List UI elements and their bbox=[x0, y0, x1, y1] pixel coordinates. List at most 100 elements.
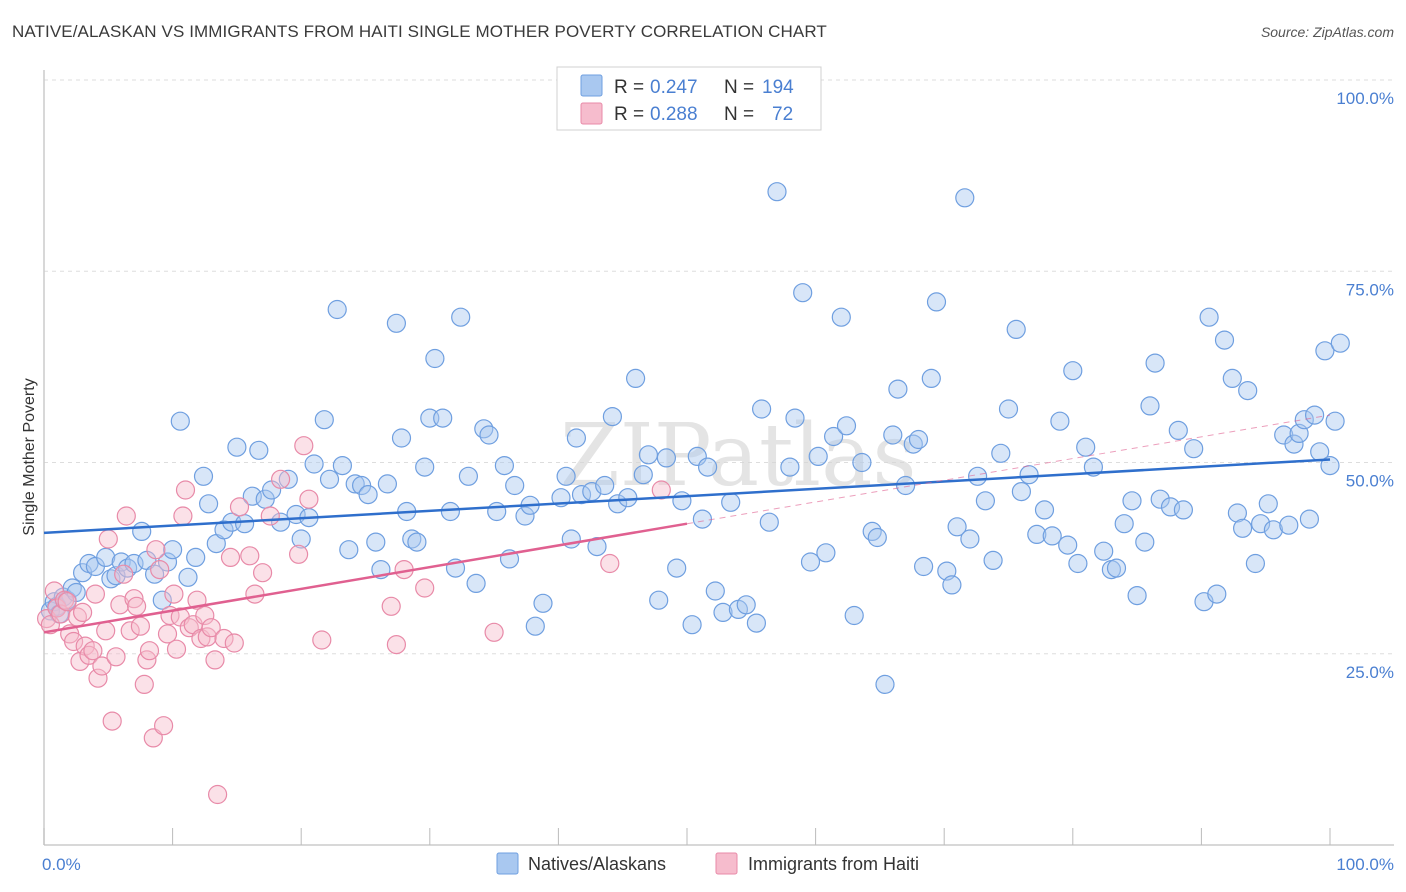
natives-point bbox=[1094, 541, 1114, 561]
natives-point bbox=[913, 556, 934, 577]
haiti-point bbox=[154, 716, 174, 736]
natives-point bbox=[867, 527, 887, 548]
natives-point bbox=[1320, 456, 1340, 476]
legend-n-label: N = bbox=[724, 77, 754, 98]
natives-point bbox=[1027, 524, 1047, 545]
legend-n-value: 194 bbox=[762, 77, 794, 98]
natives-point bbox=[960, 529, 980, 549]
natives-point bbox=[505, 475, 525, 496]
haiti-point bbox=[102, 711, 122, 731]
natives-point bbox=[656, 448, 677, 468]
natives-point bbox=[1315, 341, 1335, 361]
natives-point bbox=[556, 466, 576, 486]
natives-point bbox=[942, 575, 962, 595]
haiti-trend-extension bbox=[686, 414, 1331, 525]
natives-point bbox=[1063, 361, 1083, 381]
natives-point bbox=[1294, 410, 1314, 430]
bottom-legend-label: Immigrants from Haiti bbox=[748, 854, 919, 874]
haiti-point bbox=[205, 650, 225, 670]
x-tick-label: 0.0% bbox=[42, 855, 81, 874]
series-haiti-points bbox=[36, 436, 671, 805]
natives-point bbox=[991, 443, 1011, 463]
natives-point bbox=[1140, 396, 1160, 416]
haiti-point bbox=[63, 631, 84, 652]
natives-point bbox=[713, 602, 733, 623]
natives-point bbox=[391, 428, 412, 448]
natives-point bbox=[975, 491, 996, 511]
haiti-point bbox=[98, 529, 118, 549]
natives-point bbox=[474, 419, 494, 439]
natives-point bbox=[808, 446, 828, 466]
natives-point bbox=[888, 379, 908, 399]
natives-point bbox=[736, 595, 756, 615]
x-axis-tick-labels: 0.0% 100.0% bbox=[42, 855, 1394, 874]
legend-swatch-blue bbox=[580, 74, 603, 97]
haiti-point bbox=[240, 546, 260, 566]
bottom-legend: Natives/Alaskans Immigrants from Haiti bbox=[496, 852, 919, 875]
haiti-point bbox=[173, 506, 193, 526]
legend-r-label: R = bbox=[614, 77, 644, 98]
y-axis-label: Single Mother Poverty bbox=[21, 378, 38, 535]
natives-point bbox=[667, 558, 687, 578]
natives-point bbox=[466, 573, 486, 594]
natives-point bbox=[852, 452, 872, 473]
natives-point bbox=[705, 581, 725, 601]
x-axis-ticks bbox=[43, 828, 1331, 845]
natives-point bbox=[844, 605, 864, 626]
haiti-point bbox=[85, 584, 106, 604]
haiti-point bbox=[208, 784, 228, 805]
haiti-point bbox=[381, 596, 401, 616]
natives-point bbox=[152, 590, 172, 610]
natives-point bbox=[332, 456, 352, 476]
haiti-point bbox=[88, 668, 108, 688]
natives-point bbox=[692, 509, 713, 529]
haiti-point bbox=[92, 656, 112, 676]
natives-point bbox=[314, 410, 334, 430]
natives-point bbox=[235, 514, 255, 534]
natives-point bbox=[1019, 465, 1039, 485]
haiti-point bbox=[130, 616, 150, 636]
natives-point bbox=[785, 408, 805, 428]
natives-point bbox=[479, 425, 499, 445]
natives-point bbox=[998, 399, 1019, 419]
natives-point bbox=[415, 457, 435, 477]
natives-point bbox=[433, 408, 453, 428]
natives-point bbox=[1150, 489, 1170, 509]
natives-point bbox=[193, 466, 214, 486]
natives-point bbox=[170, 411, 190, 431]
haiti-point bbox=[201, 618, 221, 638]
natives-point bbox=[926, 292, 947, 312]
natives-point bbox=[366, 532, 386, 552]
natives-point bbox=[800, 552, 821, 572]
haiti-point bbox=[106, 647, 126, 667]
haiti-point bbox=[214, 628, 234, 649]
natives-point bbox=[515, 506, 535, 526]
natives-point bbox=[96, 547, 116, 568]
natives-point bbox=[618, 488, 638, 508]
natives-point bbox=[377, 474, 397, 494]
natives-point bbox=[214, 520, 234, 540]
natives-point bbox=[921, 368, 941, 388]
haiti-point bbox=[224, 633, 244, 653]
natives-point bbox=[487, 501, 507, 522]
natives-point bbox=[816, 543, 836, 563]
natives-point bbox=[132, 521, 152, 542]
natives-point bbox=[327, 299, 347, 320]
natives-point bbox=[587, 536, 607, 557]
natives-trend-line bbox=[43, 458, 1331, 535]
natives-point bbox=[1325, 411, 1345, 431]
legend-swatch-pink bbox=[580, 102, 603, 125]
natives-point bbox=[319, 469, 340, 489]
haiti-point bbox=[127, 596, 147, 616]
natives-point bbox=[304, 454, 324, 474]
natives-point bbox=[1245, 553, 1266, 574]
haiti-point bbox=[157, 624, 178, 644]
natives-point bbox=[602, 407, 623, 427]
natives-point bbox=[157, 552, 178, 572]
natives-point bbox=[494, 456, 514, 476]
natives-point bbox=[1127, 585, 1147, 606]
natives-point bbox=[947, 517, 967, 537]
natives-point bbox=[883, 425, 903, 445]
natives-point bbox=[163, 540, 183, 560]
natives-point bbox=[595, 475, 615, 496]
